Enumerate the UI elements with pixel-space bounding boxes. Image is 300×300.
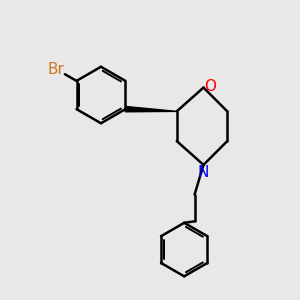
- Text: O: O: [204, 79, 216, 94]
- Text: N: N: [198, 165, 209, 180]
- Text: Br: Br: [47, 61, 64, 76]
- Polygon shape: [125, 106, 177, 112]
